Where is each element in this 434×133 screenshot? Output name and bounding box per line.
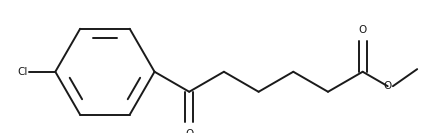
Text: O: O	[384, 81, 392, 91]
Text: Cl: Cl	[17, 67, 28, 77]
Text: O: O	[358, 25, 367, 35]
Text: O: O	[185, 129, 193, 133]
